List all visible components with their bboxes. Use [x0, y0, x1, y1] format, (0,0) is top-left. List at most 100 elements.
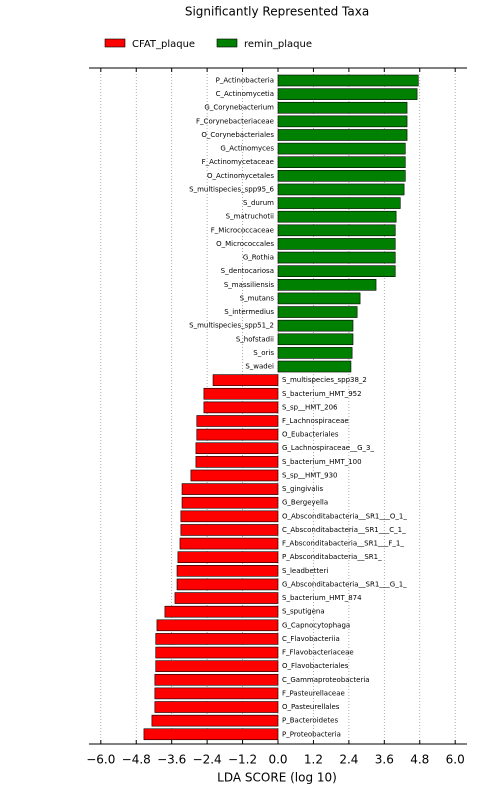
category-label: S_durum: [243, 199, 274, 207]
bar: [277, 74, 419, 87]
bar: [277, 170, 406, 182]
bar: [190, 469, 279, 482]
bar: [277, 88, 418, 100]
category-label: S_intermedius: [224, 308, 274, 316]
category-label: G_Absconditabacteria__SR1___G_1_: [282, 580, 407, 588]
category-label: P_Proteobacteria: [282, 730, 341, 738]
bar: [180, 510, 279, 523]
bar: [180, 524, 279, 536]
x-tick-label: 3.6: [375, 753, 394, 767]
category-label: O_Corynebacteriales: [201, 131, 274, 139]
bar: [155, 633, 279, 645]
x-tick-label: −2.4: [193, 753, 222, 767]
bar: [143, 728, 279, 741]
bar: [154, 687, 279, 700]
category-label: P_Bacteroidetes: [282, 717, 338, 725]
category-label: F_Micrococcaceae: [211, 226, 274, 234]
bar: [196, 415, 279, 427]
bar: [277, 156, 406, 169]
category-label: S_bacterium_HMT_100: [282, 458, 362, 466]
category-label: S_mutans: [240, 294, 275, 302]
category-label: O_Micrococcales: [216, 240, 274, 248]
category-label: F_Flavobacteriaceae: [282, 649, 354, 657]
category-label: S_sp__HMT_930: [282, 471, 337, 479]
category-label: S_massiliensis: [224, 281, 275, 289]
category-label: O_Pasteurellales: [282, 703, 340, 711]
chart-title: Significantly Represented Taxa: [185, 5, 369, 19]
bar: [277, 278, 377, 291]
bar: [277, 142, 406, 155]
category-label: S_gingivalis: [282, 485, 323, 493]
bar: [277, 347, 353, 359]
bar: [154, 701, 279, 713]
category-label: S_matruchotii: [226, 213, 274, 221]
legend-swatch: [216, 38, 238, 48]
category-label: C_Flavobacteriia: [282, 635, 340, 643]
bar: [277, 306, 358, 318]
bar: [277, 319, 354, 332]
bar: [179, 537, 279, 550]
category-label: O_Absconditabacteria__SR1___O_1_: [282, 512, 407, 520]
category-label: S_multispecies_spp51_2: [189, 322, 274, 330]
bar: [277, 129, 408, 141]
category-label: F_Lachnospiraceae: [282, 417, 349, 425]
bar: [195, 442, 279, 455]
bar: [277, 251, 396, 264]
category-label: S_multispecies_spp95_6: [189, 185, 274, 193]
x-axis-label: LDA SCORE (log 10): [217, 771, 337, 785]
category-label: P_Absconditabacteria__SR1_: [282, 553, 382, 561]
category-label: G_Corynebacterium: [204, 104, 274, 112]
bar: [177, 551, 279, 564]
bar: [203, 387, 279, 400]
bar: [212, 374, 279, 386]
x-tick-label: 6.0: [446, 753, 465, 767]
category-label: O_Actinomycetales: [207, 172, 274, 180]
category-label: C_Gammaproteobacteria: [282, 676, 370, 684]
bar: [277, 224, 396, 237]
bar: [196, 428, 279, 441]
x-tick-label: −3.6: [157, 753, 186, 767]
bar: [155, 646, 279, 659]
bar: [277, 265, 396, 277]
bar: [181, 496, 279, 509]
bar: [156, 619, 279, 632]
category-label: S_oris: [253, 349, 274, 357]
x-tick-label: −6.0: [86, 753, 115, 767]
bar: [155, 660, 279, 672]
category-label: S_sputigena: [282, 608, 325, 616]
bar: [277, 292, 361, 305]
category-label: G_Capnocytophaga: [282, 621, 350, 629]
bar: [277, 197, 401, 209]
x-tick-label: 0.0: [268, 753, 287, 767]
bar: [154, 673, 279, 686]
category-label: F_Actinomycetaceae: [202, 158, 274, 166]
category-label: S_multispecies_spp38_2: [282, 376, 367, 384]
category-label: S_sp__HMT_206: [282, 403, 338, 411]
bar: [176, 565, 279, 577]
bar: [277, 210, 397, 223]
category-label: F_Corynebacteriaceae: [196, 117, 274, 125]
category-label: S_dentocariosa: [221, 267, 274, 275]
bar: [277, 101, 408, 114]
category-label: S_bacterium_HMT_952: [282, 390, 362, 398]
category-label: C_Actinomycetia: [216, 90, 274, 98]
bar: [176, 578, 279, 591]
x-tick-label: −1.2: [228, 753, 257, 767]
category-label: S_leadbetteri: [282, 567, 328, 575]
category-label: G_Lachnospiraceae__G_3_: [282, 444, 374, 452]
category-label: O_Eubacteriales: [282, 431, 339, 439]
legend-swatch: [104, 38, 126, 48]
bar: [277, 115, 408, 128]
category-label: G_Rothia: [243, 254, 274, 262]
bar: [151, 714, 279, 727]
x-tick-label: 4.8: [410, 753, 429, 767]
x-tick-label: 2.4: [339, 753, 358, 767]
bar: [203, 401, 279, 414]
category-label: F_Absconditabacteria__SR1___F_1_: [282, 540, 404, 548]
bar: [277, 183, 405, 196]
category-label: G_Bergeyella: [282, 499, 328, 507]
legend-label: remin_plaque: [244, 39, 312, 50]
bar: [277, 360, 352, 373]
bar: [195, 456, 279, 468]
